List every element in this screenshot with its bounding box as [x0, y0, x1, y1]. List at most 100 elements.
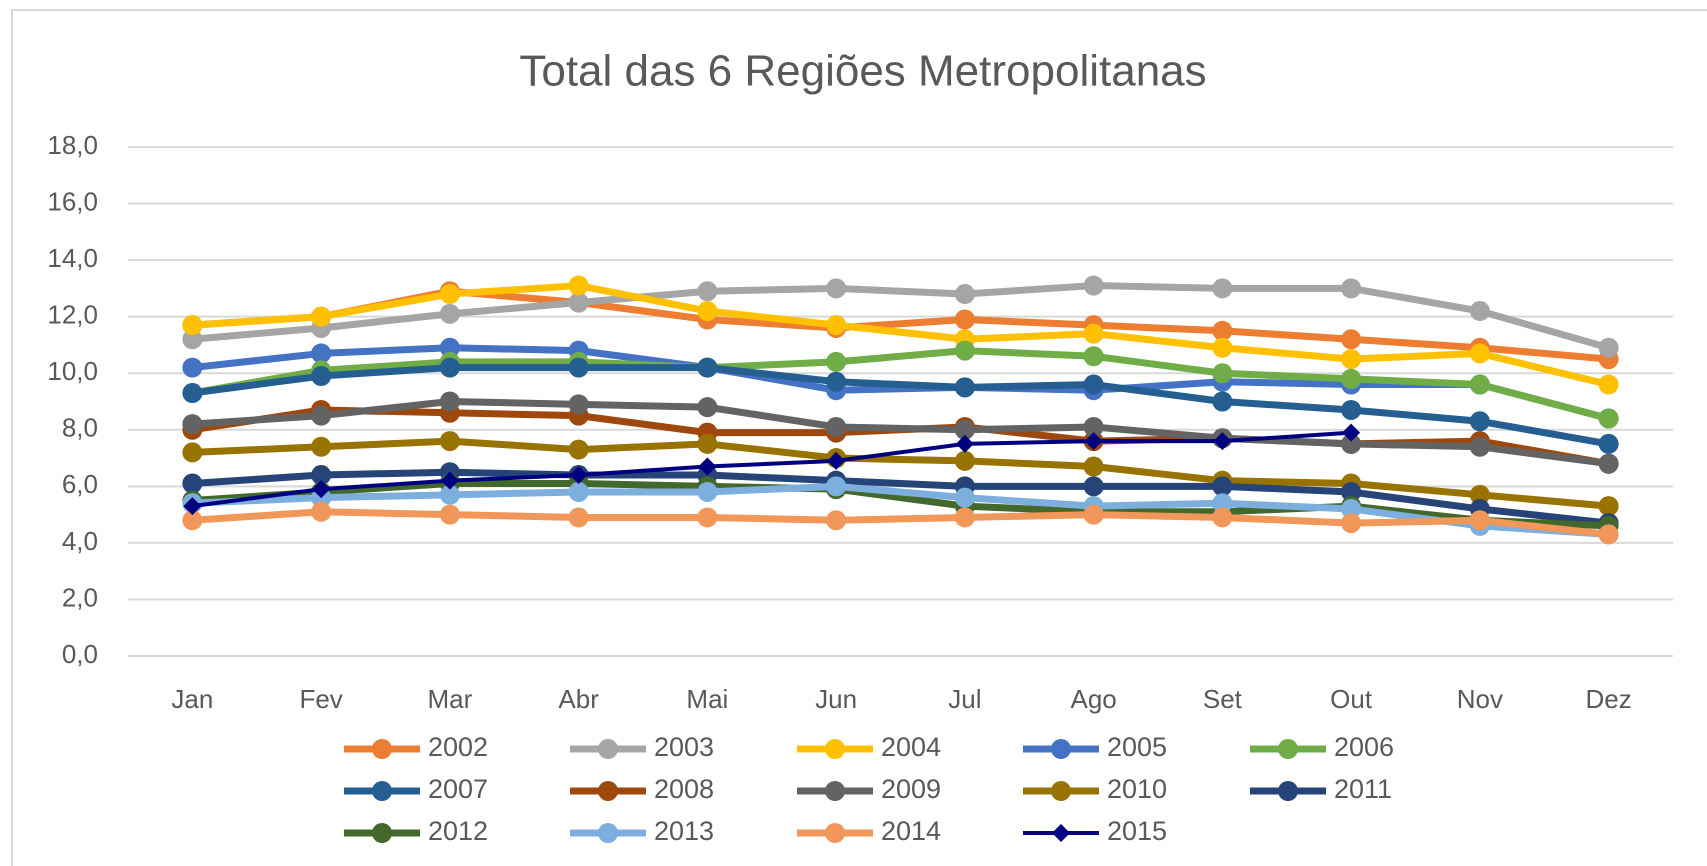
marker — [1341, 399, 1362, 420]
y-tick-label: 14,0 — [47, 243, 98, 273]
marker — [954, 284, 975, 305]
y-tick-label: 18,0 — [47, 130, 98, 160]
marker — [182, 442, 203, 463]
marker — [439, 484, 460, 505]
legend-marker — [372, 823, 392, 843]
x-tick-label: Nov — [1457, 684, 1503, 714]
legend-label: 2014 — [881, 816, 941, 846]
marker — [1341, 513, 1362, 534]
legend-label: 2013 — [654, 816, 714, 846]
marker — [697, 433, 718, 454]
legend-marker — [372, 739, 392, 759]
series-line — [191, 344, 1610, 422]
legend-label: 2002 — [428, 732, 488, 762]
series-line — [191, 364, 1610, 448]
marker — [1469, 374, 1490, 395]
marker — [954, 377, 975, 398]
marker — [1083, 504, 1104, 525]
legend-marker — [1051, 739, 1071, 759]
marker — [1341, 349, 1362, 370]
marker — [183, 497, 202, 516]
marker — [697, 357, 718, 378]
legend-marker — [825, 823, 845, 843]
series-line — [192, 508, 1610, 538]
marker — [1598, 496, 1619, 517]
marker — [1469, 301, 1490, 322]
marker — [1598, 453, 1619, 474]
legend-label: 2006 — [1334, 732, 1394, 762]
legend-label: 2008 — [654, 774, 714, 804]
marker — [568, 481, 589, 502]
marker — [954, 450, 975, 471]
chart-border — [11, 9, 1707, 866]
series-line — [192, 282, 1610, 352]
marker — [311, 366, 332, 387]
legend-label: 2012 — [428, 816, 488, 846]
marker — [1342, 423, 1361, 442]
marker — [1213, 432, 1232, 451]
marker — [568, 292, 589, 313]
marker — [1083, 416, 1104, 437]
y-tick-label: 12,0 — [47, 300, 98, 330]
marker — [439, 504, 460, 525]
marker — [1212, 391, 1233, 412]
marker — [1598, 408, 1619, 429]
series-line — [192, 437, 1609, 510]
legend-marker — [372, 781, 392, 801]
legend-label: 2007 — [428, 774, 488, 804]
marker — [439, 284, 460, 305]
x-tick-label: Fev — [299, 684, 342, 714]
x-tick-label: Mar — [427, 684, 472, 714]
legend-label: 2010 — [1107, 774, 1167, 804]
marker — [697, 281, 718, 302]
marker — [954, 507, 975, 528]
marker — [311, 405, 332, 426]
marker — [1341, 498, 1362, 519]
y-tick-label: 16,0 — [47, 186, 98, 216]
marker — [439, 391, 460, 412]
marker — [826, 416, 847, 437]
marker — [311, 306, 332, 327]
series-line — [191, 347, 1610, 422]
marker — [1083, 476, 1104, 497]
marker — [826, 278, 847, 299]
marker — [1341, 433, 1362, 454]
marker — [182, 510, 203, 531]
marker — [568, 357, 589, 378]
marker — [1341, 329, 1362, 350]
marker — [182, 473, 203, 494]
marker — [1598, 433, 1619, 454]
marker — [1341, 481, 1362, 502]
x-tick-label: Mai — [686, 684, 728, 714]
marker — [1469, 436, 1490, 457]
marker — [569, 466, 588, 485]
marker — [954, 340, 975, 361]
legend-marker — [1278, 739, 1298, 759]
legend-label: 2003 — [654, 732, 714, 762]
marker — [826, 510, 847, 531]
marker — [826, 351, 847, 372]
marker — [698, 457, 717, 476]
x-tick-label: Ago — [1070, 684, 1116, 714]
marker — [697, 397, 718, 418]
y-tick-label: 8,0 — [62, 413, 98, 443]
marker — [1598, 524, 1619, 545]
marker — [182, 315, 203, 336]
y-tick-label: 6,0 — [62, 469, 98, 499]
series-line — [191, 406, 1610, 468]
legend-marker — [1051, 781, 1071, 801]
marker — [311, 465, 332, 486]
x-tick-label: Set — [1203, 684, 1243, 714]
marker — [1212, 363, 1233, 384]
x-tick-label: Jul — [948, 684, 981, 714]
x-tick-label: Dez — [1586, 684, 1632, 714]
marker — [182, 414, 203, 435]
marker — [311, 436, 332, 457]
marker — [311, 343, 332, 364]
marker — [1083, 323, 1104, 344]
legend-label: 2005 — [1107, 732, 1167, 762]
x-tick-label: Out — [1330, 684, 1373, 714]
marker — [827, 451, 846, 470]
legend-label: 2004 — [881, 732, 941, 762]
